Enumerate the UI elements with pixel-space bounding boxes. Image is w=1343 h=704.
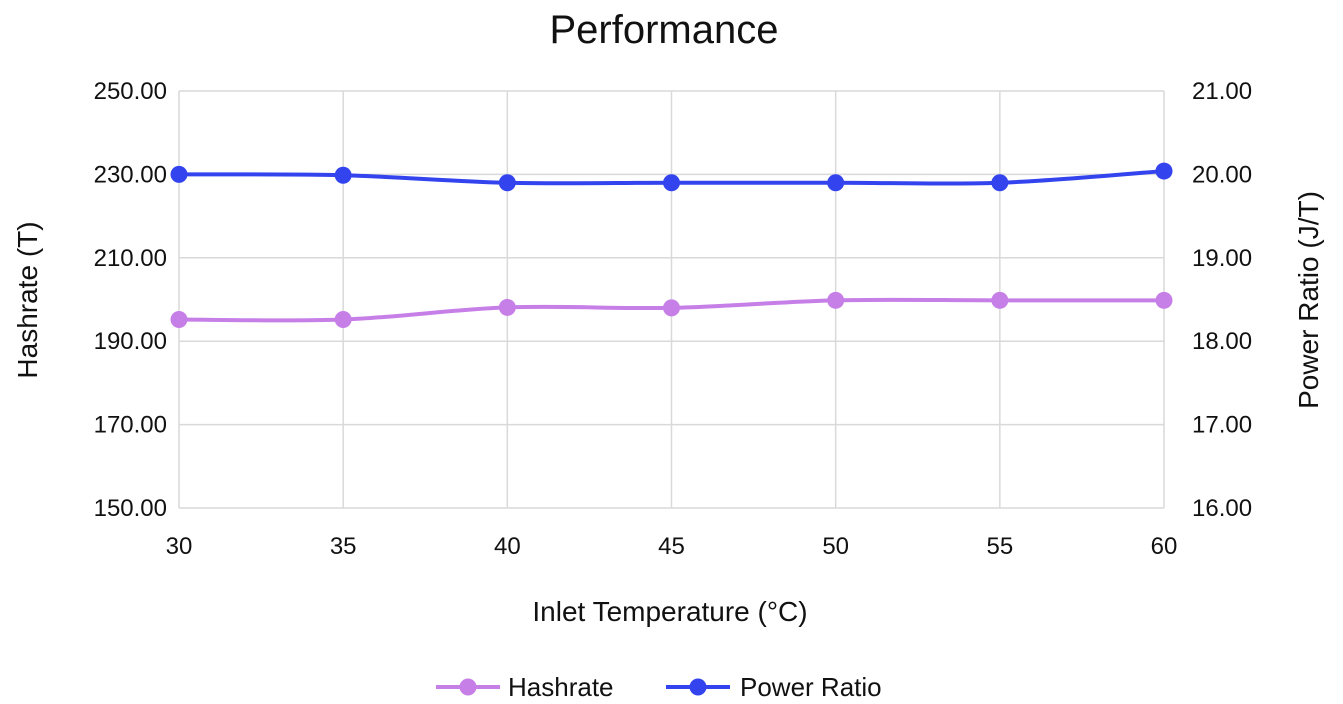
y2-tick-label: 18.00 <box>1192 328 1252 355</box>
y-tick-label: 150.00 <box>94 495 167 522</box>
x-tick-label: 55 <box>986 533 1013 560</box>
x-tick-label: 40 <box>494 533 521 560</box>
y2-tick-label: 16.00 <box>1192 495 1252 522</box>
hashrate-point <box>991 291 1009 309</box>
y-tick-label: 190.00 <box>94 328 167 355</box>
x-tick-label: 50 <box>822 533 849 560</box>
x-tick-label: 60 <box>1151 533 1178 560</box>
legend-hashrate-marker <box>459 678 477 696</box>
y2-axis-title: Power Ratio (J/T) <box>1293 191 1324 409</box>
y2-tick-label: 21.00 <box>1192 78 1252 105</box>
y-tick-label: 210.00 <box>94 245 167 272</box>
hashrate-point <box>1155 291 1173 309</box>
y2-tick-label: 17.00 <box>1192 412 1252 439</box>
power-ratio-point <box>170 165 188 183</box>
x-tick-label: 35 <box>330 533 357 560</box>
x-tick-label: 45 <box>658 533 685 560</box>
hashrate-point <box>663 299 680 317</box>
legend-power-ratio-label: Power Ratio <box>740 672 882 702</box>
y2-tick-label: 20.00 <box>1192 161 1252 188</box>
legend: Hashrate Power Ratio <box>436 672 882 702</box>
x-axis-title: Inlet Temperature (°C) <box>532 596 807 627</box>
power-ratio-point <box>1155 162 1173 180</box>
power-ratio-point <box>991 174 1009 192</box>
legend-power-ratio-marker <box>689 678 707 696</box>
hashrate-point <box>498 298 516 316</box>
chart-title: Performance <box>550 8 779 52</box>
legend-hashrate-label: Hashrate <box>508 672 614 702</box>
y-axis-title: Hashrate (T) <box>12 221 43 378</box>
power-ratio-point <box>827 174 845 192</box>
power-ratio-point <box>663 174 680 192</box>
hashrate-point <box>170 311 188 329</box>
power-ratio-point <box>334 166 352 184</box>
y2-tick-label: 19.00 <box>1192 245 1252 272</box>
hashrate-point <box>827 291 845 309</box>
x-tick-label: 30 <box>166 533 193 560</box>
y-tick-label: 230.00 <box>94 161 167 188</box>
power-ratio-point <box>498 174 516 192</box>
hashrate-point <box>334 311 352 329</box>
y-tick-label: 250.00 <box>94 78 167 105</box>
y-tick-label: 170.00 <box>94 412 167 439</box>
